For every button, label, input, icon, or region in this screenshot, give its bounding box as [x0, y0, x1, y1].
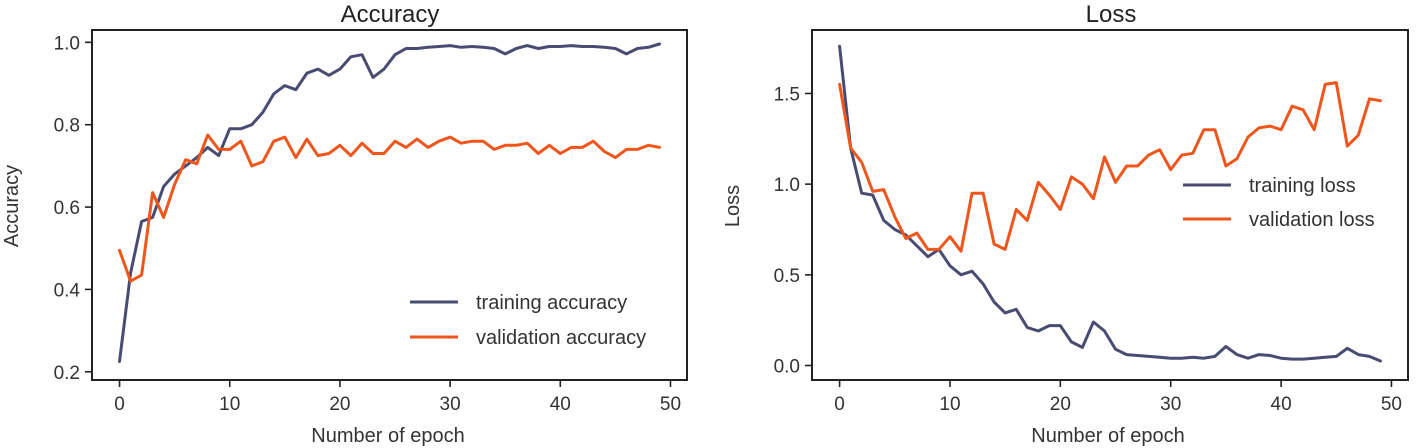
y-tick-label: 1.0 [54, 33, 80, 54]
axes-frame [811, 29, 1409, 381]
legend-label-validation: validation accuracy [476, 327, 646, 349]
loss-chart: Loss Loss Number of epoch 0 10 20 30 40 50 0.0… [722, 1, 1409, 447]
x-tick-label: 20 [1050, 394, 1071, 415]
y-tick-label: 0.2 [54, 363, 80, 384]
y-tick-label: 0.8 [54, 116, 80, 137]
legend-label-training: training loss [1249, 175, 1356, 197]
accuracy-chart: Accuracy Accuracy Number of epoch 0 10 20 3… [1, 1, 688, 447]
x-tick-label: 20 [329, 394, 350, 415]
x-tick-label: 30 [1160, 394, 1181, 415]
series-line-validation-accuracy [118, 133, 661, 283]
x-tick-label: 0 [114, 394, 125, 415]
plot-area: 0 10 20 30 40 50 0.2 0.4 0.6 0.8 1.0 [54, 29, 688, 415]
series-line-training-accuracy [118, 42, 661, 363]
y-tick-label: 0.6 [54, 198, 80, 219]
y-axis-label: Accuracy [1, 165, 23, 247]
x-tick-label: 50 [1381, 394, 1402, 415]
x-tick-label: 40 [1271, 394, 1292, 415]
y-axis-label: Loss [722, 185, 744, 227]
x-tick-label: 10 [219, 394, 240, 415]
x-tick-label: 10 [939, 394, 960, 415]
chart-title: Loss [1086, 1, 1137, 28]
x-tick-label: 30 [440, 394, 461, 415]
legend-label-training: training accuracy [476, 292, 627, 314]
y-tick-label: 0.0 [774, 356, 800, 377]
y-tick-label: 1.0 [774, 175, 800, 196]
y-tick-label: 1.5 [774, 84, 800, 105]
chart-title: Accuracy [341, 1, 440, 28]
series-line-validation-loss [838, 81, 1382, 253]
x-axis-label: Number of epoch [1031, 425, 1184, 447]
plot-area: 0 10 20 30 40 50 0.0 0.5 1.0 1.5 [774, 29, 1409, 415]
x-axis-label: Number of epoch [311, 425, 464, 447]
legend-label-validation: validation loss [1249, 209, 1375, 231]
y-tick-label: 0.4 [54, 280, 81, 301]
series-line-training-loss [838, 44, 1382, 363]
legend: training accuracy validation accuracy [410, 292, 646, 349]
legend: training loss validation loss [1183, 175, 1375, 231]
axes-frame [91, 29, 688, 381]
x-tick-label: 50 [660, 394, 681, 415]
y-tick-label: 0.5 [774, 266, 800, 287]
x-tick-label: 40 [550, 394, 571, 415]
x-tick-label: 0 [834, 394, 845, 415]
